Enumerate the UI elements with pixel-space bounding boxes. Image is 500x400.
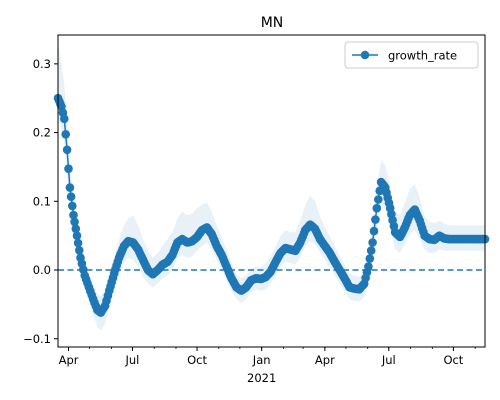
x-tick-label: Apr [59, 353, 79, 367]
series-marker [364, 262, 373, 271]
legend-box [344, 41, 479, 69]
series-marker [70, 217, 79, 227]
x-tick-label: Oct [187, 353, 207, 367]
series-marker [66, 192, 76, 201]
series-marker [71, 224, 81, 234]
series-marker [61, 130, 70, 139]
legend-marker-swatch [360, 50, 370, 60]
series-marker [65, 183, 75, 192]
plot-frame [57, 34, 486, 348]
series-marker [372, 203, 382, 213]
series-marker [60, 114, 69, 124]
series-marker [371, 215, 380, 224]
series-marker [62, 145, 72, 155]
y-tick-label: 0.3 [33, 57, 51, 71]
x-tick-label: Jan [252, 353, 271, 367]
series-marker [368, 238, 377, 247]
chart-title: MN [261, 15, 284, 31]
series-marker [73, 238, 83, 248]
legend: growth_rate [344, 41, 479, 69]
series-marker [72, 231, 82, 240]
series-points-layer [53, 93, 490, 317]
series-marker [365, 254, 375, 263]
y-tick-label: 0.0 [33, 263, 51, 277]
legend-label: growth_rate [388, 49, 457, 63]
series-marker [69, 210, 78, 220]
x-tick-label: Oct [443, 353, 463, 367]
y-tick-label: −0.1 [23, 332, 51, 346]
series-marker [75, 246, 84, 255]
x-tick-label: Apr [315, 353, 335, 367]
x-tick-label: Jul [381, 353, 396, 367]
series-marker [369, 226, 379, 236]
series-marker [366, 246, 376, 255]
y-tick-label: 0.1 [33, 194, 51, 208]
x-year-label: 2021 [247, 371, 276, 385]
series-marker [64, 164, 73, 173]
axes-layer: −0.1 0.0 0.1 0.2 0.3 Apr Jul Oct Jan Apr Jul Oct 202… [23, 34, 486, 385]
x-tick-label: Jul [124, 353, 139, 367]
series-marker [68, 201, 77, 211]
y-tick-label: 0.2 [33, 126, 51, 140]
series-marker [374, 195, 383, 204]
